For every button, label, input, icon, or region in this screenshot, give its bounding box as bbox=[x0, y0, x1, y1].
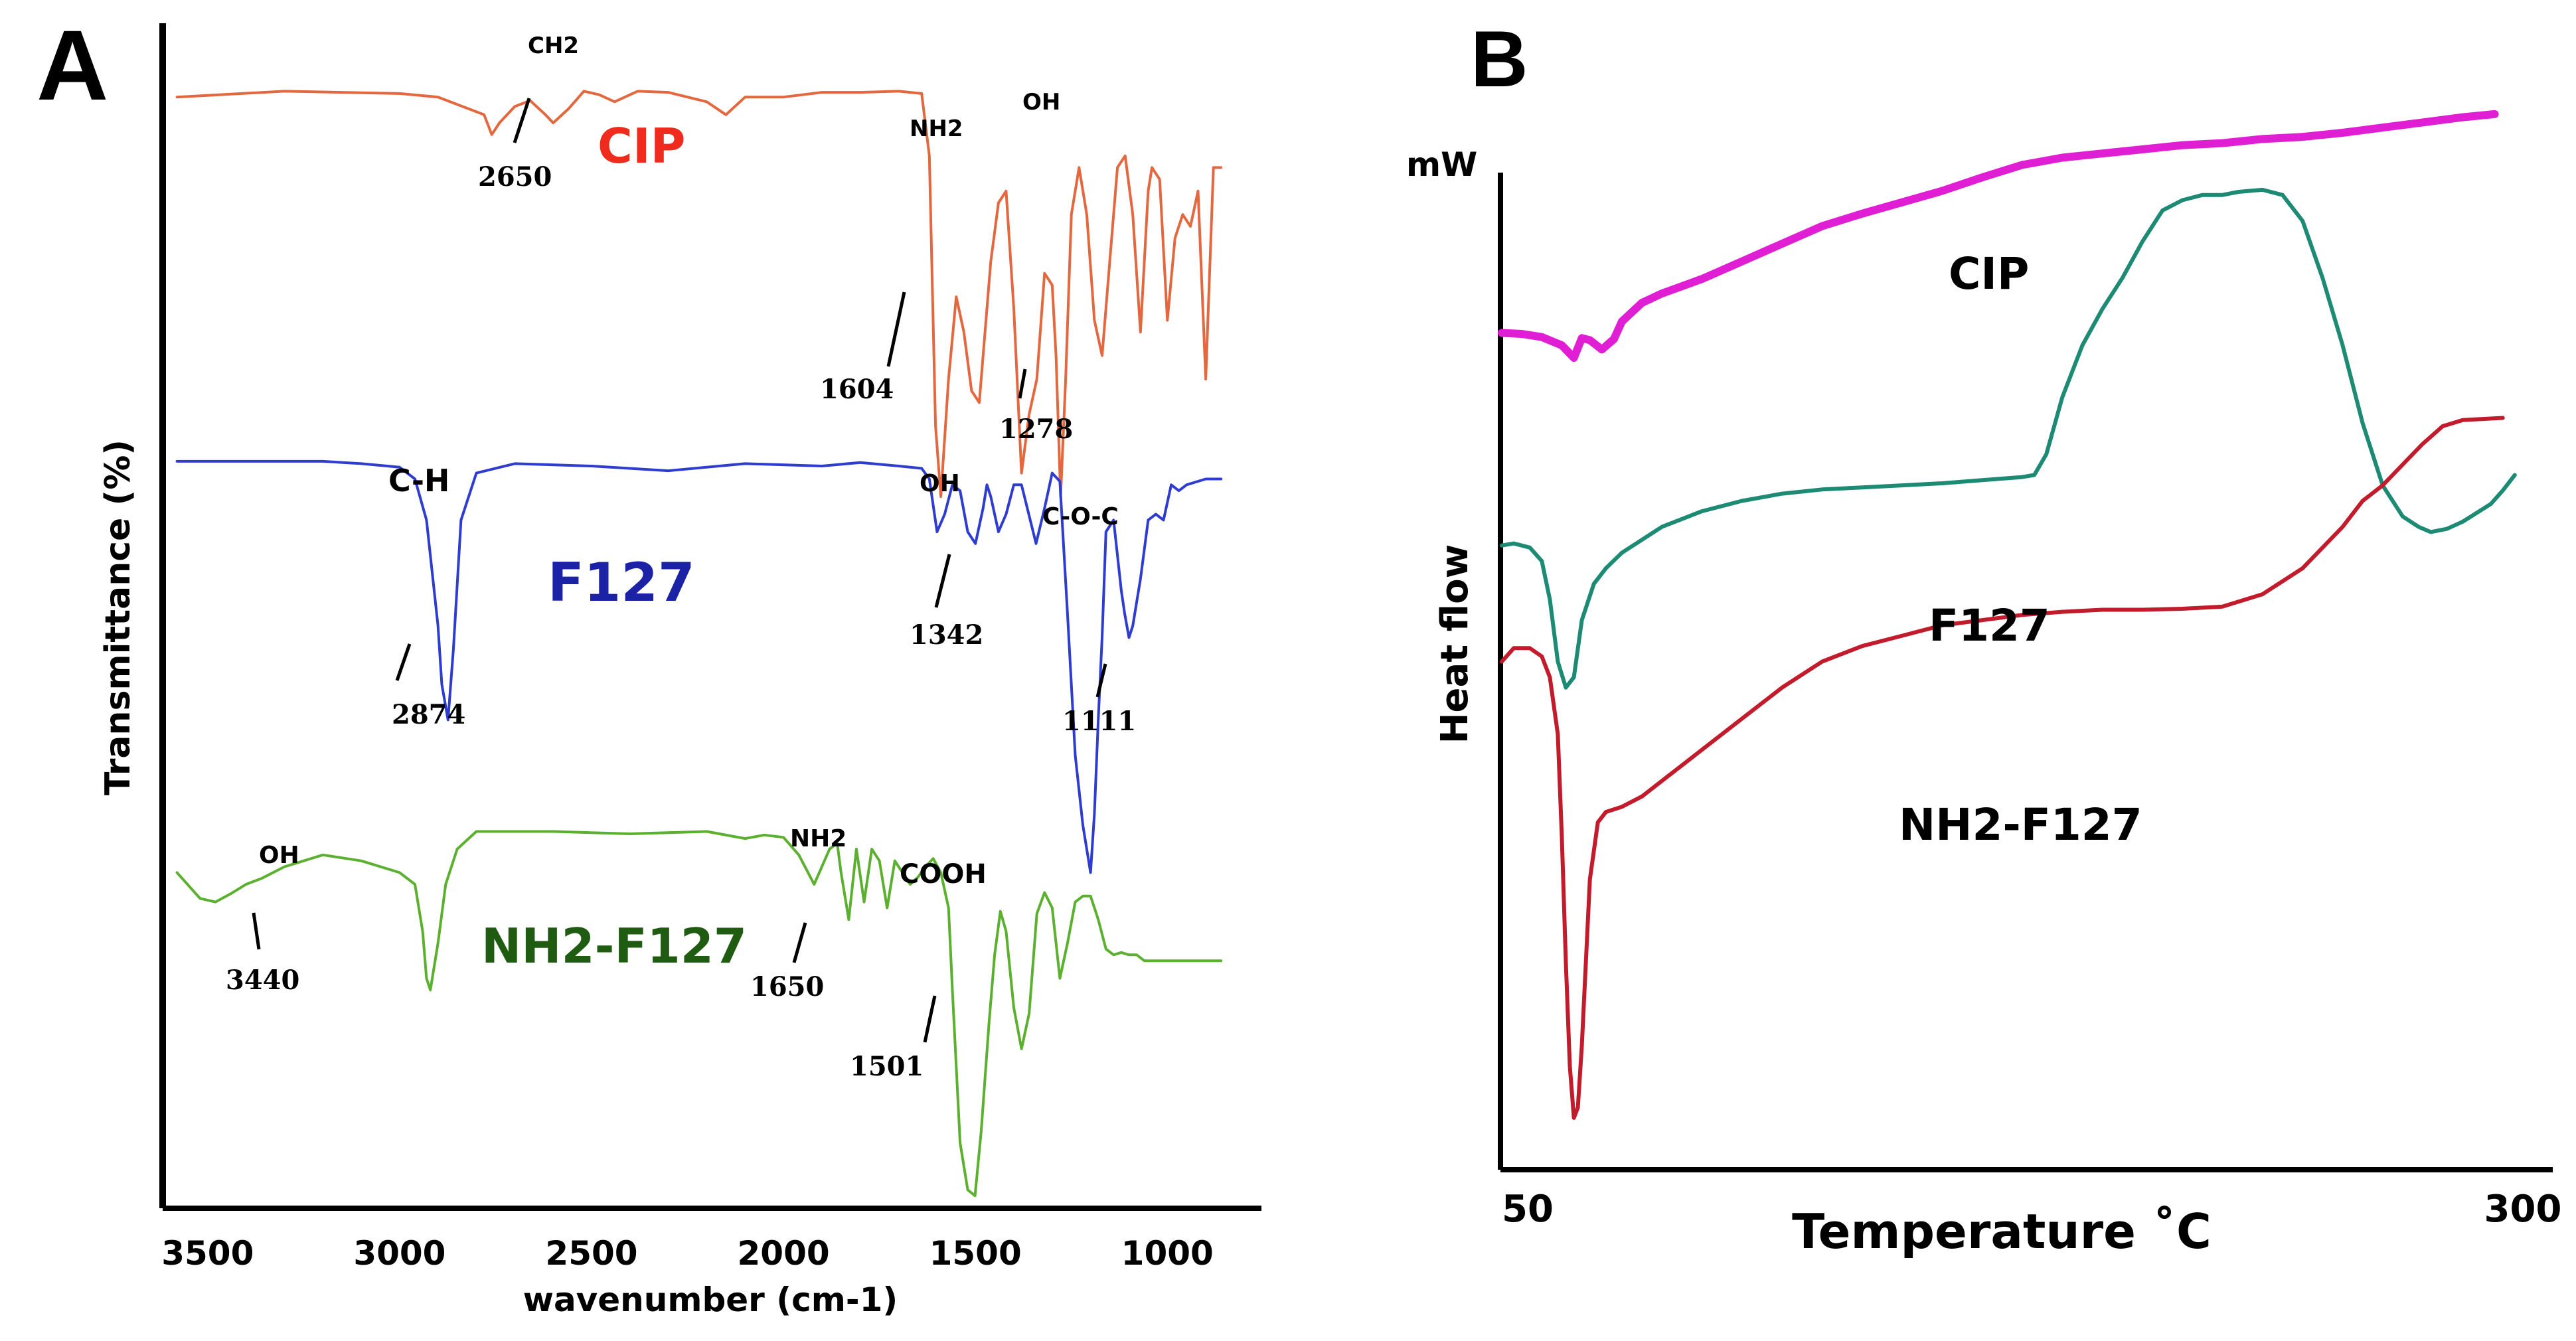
leader-1342 bbox=[934, 554, 951, 608]
panel-b-ylabel: Heat flow bbox=[1433, 544, 1477, 744]
ftir-line-cip bbox=[175, 90, 1223, 498]
panel-a-ticks: 3500 3000 2500 2000 1500 1000 bbox=[161, 1234, 1214, 1273]
panel-b: B mW Heat flow Temperature ˚C 50 300 CIP… bbox=[1406, 15, 2561, 1259]
peak-1650: 1650 bbox=[750, 971, 824, 1002]
ftir-line-f127 bbox=[175, 459, 1223, 874]
peak-2650: 2650 bbox=[478, 161, 552, 193]
leader-3440 bbox=[252, 912, 261, 950]
panel-a-tick-2000: 2000 bbox=[738, 1234, 830, 1273]
ann-f127-oh: OH bbox=[920, 470, 960, 497]
ann-nh2-oh: OH bbox=[259, 842, 299, 869]
leader-2650 bbox=[513, 98, 531, 143]
ann-cip-nh2: NH2 bbox=[910, 116, 963, 142]
ftir-line-nh2-f127 bbox=[175, 830, 1223, 1198]
label-nh2-f127: NH2-F127 bbox=[481, 918, 747, 974]
panel-a-tick-3000: 3000 bbox=[353, 1234, 445, 1273]
leader-1650 bbox=[792, 922, 807, 963]
leader-2874 bbox=[395, 643, 412, 681]
panel-a-series bbox=[175, 90, 1223, 1198]
label-f127: F127 bbox=[548, 552, 695, 613]
label-cip: CIP bbox=[598, 118, 685, 174]
dsc-line-nh2-f127 bbox=[1500, 416, 2505, 1120]
leader-1278 bbox=[1018, 368, 1027, 399]
panel-a-tick-3500: 3500 bbox=[161, 1234, 254, 1273]
panel-a: A Transmittance (%) wavenumber (cm-1) 35… bbox=[37, 9, 1261, 1319]
panel-a-tick-2500: 2500 bbox=[545, 1234, 637, 1273]
peak-1501: 1501 bbox=[850, 1051, 924, 1082]
leader-1604 bbox=[886, 291, 906, 367]
peak-2874: 2874 bbox=[392, 699, 465, 730]
ann-f127-coc: C-O-C bbox=[1042, 503, 1119, 530]
dsc-line-cip bbox=[1498, 110, 2499, 362]
panel-a-tick-1000: 1000 bbox=[1121, 1234, 1214, 1273]
panel-b-series bbox=[1498, 110, 2517, 1120]
peak-1342: 1342 bbox=[910, 619, 983, 651]
panel-b-letter: B bbox=[1471, 15, 1528, 104]
ann-cip-ch2: CH2 bbox=[528, 33, 579, 59]
panel-b-tick-300: 300 bbox=[2484, 1188, 2562, 1231]
ann-nh2-nh2: NH2 bbox=[790, 825, 846, 852]
panel-b-tick-50: 50 bbox=[1502, 1188, 1554, 1231]
panel-b-xlabel: Temperature ˚C bbox=[1792, 1204, 2212, 1259]
leader-1501 bbox=[923, 995, 937, 1043]
panel-b-y-unit: mW bbox=[1406, 145, 1477, 184]
panel-a-ylabel: Transmittance (%) bbox=[98, 439, 138, 795]
ann-f127-ch: C-H bbox=[388, 463, 449, 499]
peak-3440: 3440 bbox=[226, 965, 299, 996]
panel-a-xlabel: wavenumber (cm-1) bbox=[523, 1281, 898, 1319]
dsc-label-nh2-f127: NH2-F127 bbox=[1899, 799, 2142, 850]
dsc-label-cip: CIP bbox=[1949, 248, 2029, 299]
peak-1278: 1278 bbox=[999, 414, 1073, 445]
peak-1111: 1111 bbox=[1062, 706, 1136, 737]
leader-1111 bbox=[1095, 663, 1107, 698]
dsc-label-f127: F127 bbox=[1929, 600, 2050, 651]
ann-cip-oh: OH bbox=[1022, 89, 1060, 116]
panel-a-letter: A bbox=[37, 9, 108, 121]
peak-1604: 1604 bbox=[820, 374, 894, 405]
ann-nh2-cooh: COOH bbox=[900, 859, 987, 890]
panel-a-tick-1500: 1500 bbox=[929, 1234, 1022, 1273]
